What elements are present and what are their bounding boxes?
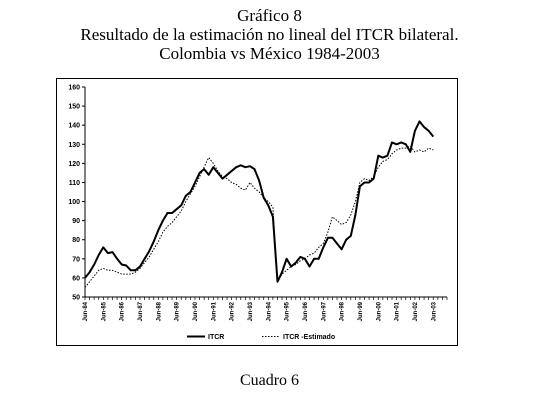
y-tick-label: 70 — [72, 256, 80, 263]
caption: Cuadro 6 — [239, 372, 300, 389]
x-tick-label: Jun-97 — [321, 301, 327, 321]
y-tick-label: 140 — [68, 123, 80, 130]
x-tick-label: Jun-87 — [138, 301, 144, 321]
x-tick-label: Jun-93 — [248, 301, 254, 321]
y-tick-label: 150 — [68, 104, 80, 111]
chart-title: Gráfico 8 Resultado de la estimación no … — [0, 6, 539, 63]
x-tick-label: Jun-95 — [285, 301, 291, 321]
x-tick-label: Jun-03 — [431, 301, 437, 321]
y-tick-label: 120 — [68, 161, 80, 168]
x-tick-label: Jun-96 — [303, 301, 309, 321]
series-line-itcr-estimado — [84, 145, 434, 288]
y-tick-label: 80 — [72, 237, 80, 244]
x-tick-label: Jun-99 — [358, 301, 364, 321]
y-tick-label: 60 — [72, 275, 80, 282]
y-tick-label: 160 — [68, 85, 80, 92]
legend-label-itcr: ITCR — [208, 334, 224, 341]
y-tick-label: 130 — [68, 142, 80, 149]
series-line-itcr — [84, 120, 435, 283]
y-tick-label: 90 — [72, 218, 80, 225]
x-tick-label: Jun-88 — [156, 301, 162, 321]
x-tick-label: Jun-84 — [83, 301, 89, 321]
line-chart: 50 60 70 80 90 100 110 120 130 140 150 160 Jun-84 Jun… — [68, 85, 448, 341]
x-tick-label: Jun-02 — [413, 301, 419, 321]
x-tick-label: Jun-91 — [211, 301, 217, 321]
x-tick-label: Jun-01 — [395, 301, 401, 321]
y-tick-label: 110 — [69, 180, 80, 187]
y-tick-label: 100 — [68, 199, 80, 206]
x-tick-label: Jun-98 — [340, 301, 346, 321]
title-line-1: Gráfico 8 — [237, 6, 302, 25]
chart-frame: 50 60 70 80 90 100 110 120 130 140 150 160 Jun-84 Jun… — [56, 78, 458, 346]
x-tick-label: Jun-92 — [230, 301, 236, 321]
x-tick-label: Jun-90 — [193, 301, 199, 321]
title-line-2: Resultado de la estimación no lineal del… — [80, 25, 459, 44]
y-tick-label: 50 — [72, 295, 80, 302]
x-tick-label: Jun-94 — [266, 301, 272, 321]
title-line-3: Colombia vs México 1984-2003 — [159, 44, 380, 63]
x-tick-label: Jun-00 — [376, 301, 382, 321]
legend-label-itcr-estimado: ITCR -Estimado — [283, 334, 335, 341]
x-tick-label: Jun-85 — [101, 301, 107, 321]
x-tick-label: Jun-89 — [175, 301, 181, 321]
x-tick-label: Jun-86 — [120, 301, 126, 321]
